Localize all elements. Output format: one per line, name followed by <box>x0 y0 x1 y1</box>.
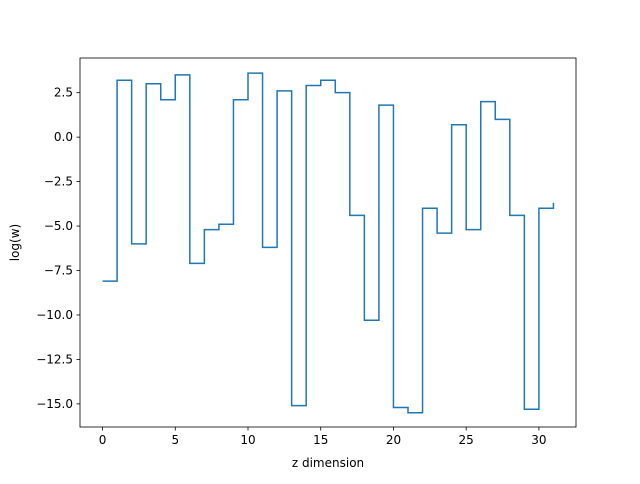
y-tick-label: −7.5 <box>44 264 73 278</box>
x-tick-label: 15 <box>313 433 328 447</box>
y-tick-label: −2.5 <box>44 175 73 189</box>
x-tick-label: 30 <box>531 433 546 447</box>
y-tick-label: −15.0 <box>36 397 73 411</box>
axes-frame <box>79 57 577 428</box>
x-tick-label: 10 <box>240 433 255 447</box>
x-tick-label: 5 <box>171 433 179 447</box>
y-tick-label: −12.5 <box>36 352 73 366</box>
x-axis-label: z dimension <box>292 456 364 470</box>
y-tick-label: −10.0 <box>36 308 73 322</box>
y-tick-label: −5.0 <box>44 219 73 233</box>
x-tick-label: 0 <box>99 433 107 447</box>
series-step-line <box>102 72 555 414</box>
x-tick-label: 25 <box>459 433 474 447</box>
y-tick-label: 2.5 <box>54 86 73 100</box>
x-tick-label: 20 <box>386 433 401 447</box>
y-axis-label: log(w) <box>8 224 22 261</box>
y-tick-label: 0.0 <box>54 130 73 144</box>
